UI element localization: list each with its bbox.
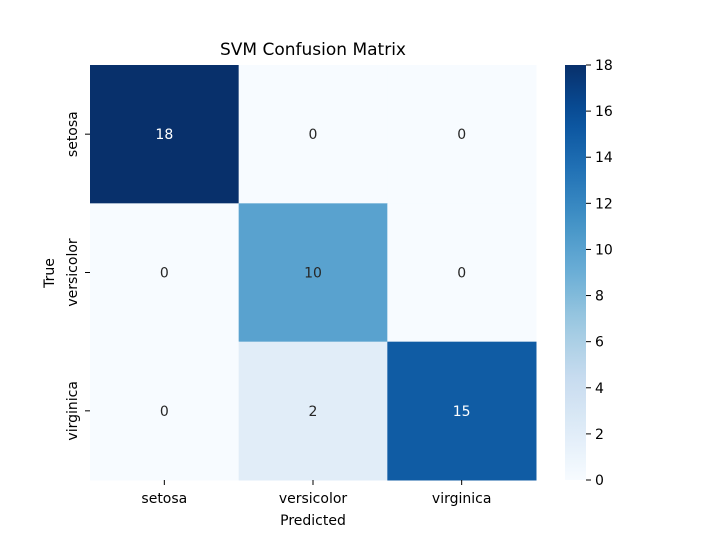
cell-value-label: 0	[160, 404, 169, 420]
heatmap-cell	[238, 65, 388, 204]
heatmap-cell	[387, 203, 537, 343]
colorbar-tick-label: 4	[595, 381, 604, 397]
colorbar-tick-label: 14	[595, 150, 613, 166]
colorbar-tick-label: 0	[595, 473, 604, 489]
y-tick-label: setosa	[65, 111, 81, 157]
cell-value-label: 0	[309, 127, 318, 143]
colorbar-tick-label: 12	[595, 196, 613, 212]
colorbar: 0 2 4 6 8 10 12 14 16 18	[565, 58, 613, 489]
y-tick-label: virginica	[65, 381, 81, 441]
colorbar-tick-label: 16	[595, 104, 613, 120]
heatmap-cell	[238, 203, 388, 343]
heatmap-cells: 18 0 0 0 10 0 0 2 15	[90, 65, 537, 481]
heatmap-cell	[387, 65, 537, 204]
heatmap-cell	[90, 341, 240, 481]
chart-title: SVM Confusion Matrix	[220, 40, 406, 60]
x-tick-label: versicolor	[279, 491, 348, 507]
colorbar-tick-label: 2	[595, 427, 604, 443]
colorbar-tick-label: 10	[595, 242, 613, 258]
cell-value-label: 0	[160, 266, 169, 282]
heatmap-cell	[90, 65, 240, 204]
cell-value-label: 0	[457, 127, 466, 143]
y-tick-label: versicolor	[65, 238, 81, 307]
heatmap-cell	[90, 203, 240, 343]
colorbar-tick-label: 6	[595, 335, 604, 351]
cell-value-label: 10	[304, 266, 322, 282]
cell-value-label: 15	[453, 404, 471, 420]
x-axis: setosa versicolor virginica	[141, 480, 491, 507]
colorbar-gradient	[565, 65, 586, 480]
colorbar-tick-label: 8	[595, 289, 604, 305]
x-axis-label: Predicted	[280, 513, 346, 529]
y-axis-label: True	[42, 258, 58, 289]
heatmap-cell	[238, 341, 388, 481]
y-axis: setosa versicolor virginica	[65, 111, 90, 441]
colorbar-tick-label: 18	[595, 58, 613, 74]
cell-value-label: 2	[309, 404, 318, 420]
cell-value-label: 0	[457, 266, 466, 282]
cell-value-label: 18	[155, 127, 173, 143]
heatmap-cell	[387, 341, 537, 481]
x-tick-label: setosa	[141, 491, 187, 507]
x-tick-label: virginica	[432, 491, 492, 507]
